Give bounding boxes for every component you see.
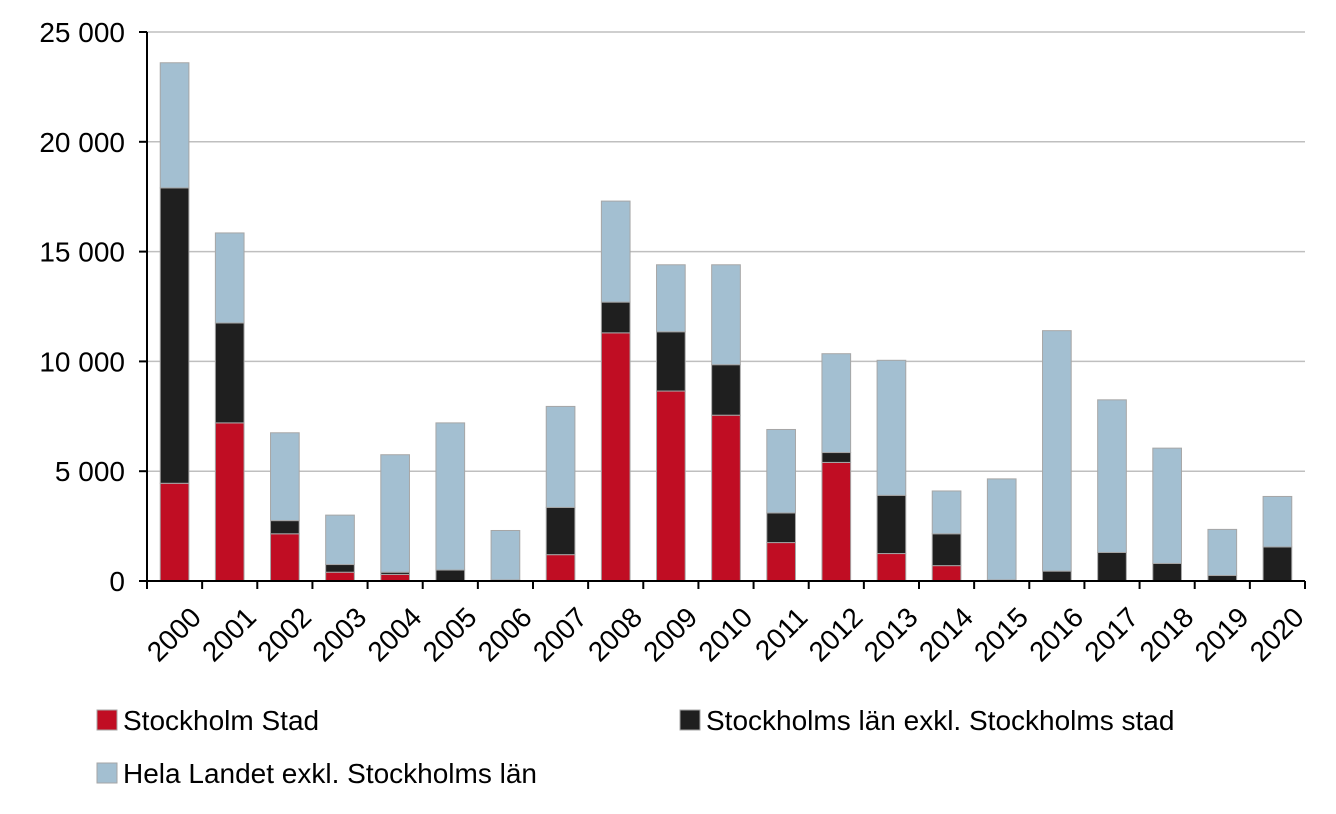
legend-swatch [679,709,701,731]
bar-segment-2008-series-1 [600,332,631,582]
bar-segment-2007-series-1 [545,554,576,582]
bar-segment-2009-series-2 [656,331,686,392]
bar-segment-2012-series-2 [821,452,852,463]
bar-segment-2001-series-2 [214,322,245,424]
bars [159,62,1293,582]
bar-segment-2011-series-3 [766,428,796,514]
bar-segment-2002-series-3 [270,432,300,522]
bar-segment-2001-series-1 [214,422,245,582]
x-tick-label: 2007 [527,601,593,667]
y-tick-label: 5 000 [55,456,125,487]
bar-segment-2016-series-3 [1042,330,1072,572]
legend-label: Stockholm Stad [123,705,319,736]
x-tick-label: 2011 [749,601,814,666]
x-tick-label: 2003 [306,601,372,667]
legend-label: Stockholms län exkl. Stockholms stad [706,705,1174,736]
x-tick-label: 2010 [692,601,758,667]
bar-segment-2014-series-1 [931,565,962,582]
bar-segment-2011-series-2 [766,512,796,544]
bar-segment-2002-series-2 [270,520,300,535]
legend-swatch [96,709,118,731]
x-tick-label: 2017 [1078,601,1144,667]
bar-segment-2004-series-3 [380,454,410,573]
x-tick-label: 2020 [1244,601,1310,667]
x-tick-label: 2008 [582,601,648,667]
y-tick-label: 0 [109,566,125,597]
bar-segment-2010-series-1 [711,414,741,582]
x-tick-label: 2000 [141,601,207,667]
bar-segment-2012-series-3 [821,353,852,454]
x-tick-label: 2009 [637,601,703,667]
bar-segment-2018-series-2 [1152,562,1182,582]
bar-segment-2005-series-2 [435,569,466,582]
bar-segment-2009-series-3 [656,264,686,333]
bar-segment-2007-series-2 [545,506,576,556]
bar-segment-2018-series-3 [1152,447,1182,564]
bar-segment-2001-series-3 [214,232,245,324]
x-tick-label: 2016 [1023,601,1089,667]
bar-segment-2014-series-3 [931,490,962,535]
bar-segment-2020-series-3 [1262,495,1293,548]
bar-segment-2020-series-2 [1262,546,1293,582]
bar-segment-2000-series-3 [159,62,190,189]
x-tick-label: 2014 [913,601,979,667]
bar-segment-2014-series-2 [931,533,962,567]
bar-segment-2013-series-3 [876,359,907,496]
bar-segment-2017-series-3 [1097,399,1127,553]
bar-segment-2012-series-1 [821,461,852,582]
bar-segment-2010-series-2 [711,364,741,416]
x-tick-label: 2018 [1134,601,1200,667]
x-tick-label: 2012 [803,601,869,667]
bar-segment-2005-series-3 [435,422,466,571]
x-tick-label: 2019 [1189,601,1255,667]
y-tick-label: 20 000 [39,127,125,158]
x-tick-label: 2013 [858,601,924,667]
bar-segment-2000-series-2 [159,187,190,484]
bar-segment-2003-series-3 [325,514,355,566]
bar-segment-2015-series-3 [986,478,1017,581]
legend-label: Hela Landet exkl. Stockholms län [123,758,537,789]
bar-segment-2017-series-2 [1097,551,1127,582]
x-tick-label: 2005 [417,601,483,667]
x-tick-label: 2001 [196,601,262,667]
x-tick-label: 2006 [472,601,538,667]
x-tick-label: 2015 [968,601,1034,667]
bar-segment-2010-series-3 [711,264,741,366]
bar-segment-2013-series-1 [876,553,907,582]
x-tick-label: 2002 [251,601,317,667]
x-tick-label: 2004 [362,601,428,667]
bar-segment-2009-series-1 [656,390,686,582]
bar-segment-2007-series-3 [545,405,576,508]
bar-segment-2003-series-2 [325,564,355,573]
legend-swatch [96,762,118,784]
y-tick-label: 10 000 [39,346,125,377]
legend: Stockholm Stad Stockholms län exkl. Stock… [96,705,1174,789]
bar-segment-2000-series-1 [159,482,190,582]
bar-segment-2008-series-2 [600,301,631,334]
bar-segment-2003-series-1 [325,571,355,582]
bar-segment-2019-series-3 [1207,528,1238,577]
bar-segment-2002-series-1 [270,533,300,582]
y-tick-label: 15 000 [39,237,125,268]
bar-segment-2013-series-2 [876,494,907,555]
bar-segment-2006-series-3 [490,529,521,581]
bar-segment-2011-series-1 [766,542,796,582]
y-tick-label: 25 000 [39,17,125,48]
bar-segment-2008-series-3 [600,200,631,303]
bar-segment-2016-series-2 [1042,570,1072,582]
